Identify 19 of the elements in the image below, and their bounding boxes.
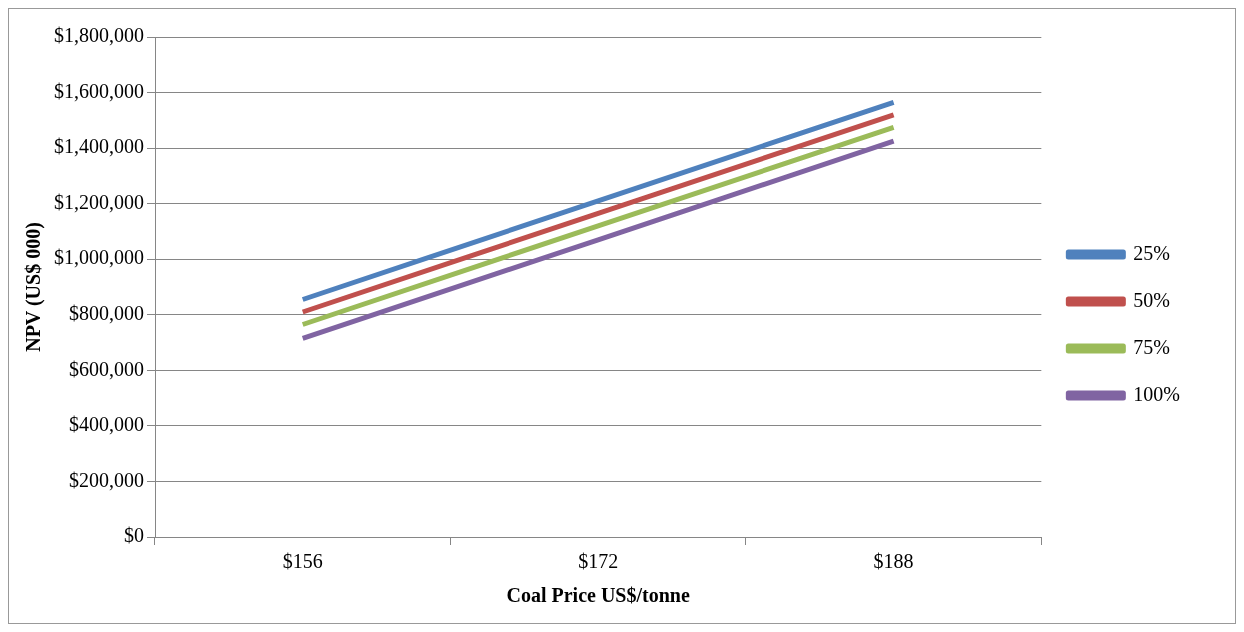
y-tick-label: $0 — [124, 524, 144, 547]
legend-label: 50% — [1133, 288, 1171, 311]
y-axis-title: NPV (US$ 000) — [22, 222, 46, 352]
legend-label: 25% — [1133, 241, 1171, 264]
x-tick-label: $188 — [873, 550, 914, 573]
legend-label: 100% — [1133, 382, 1181, 405]
y-tick-label: $1,400,000 — [54, 135, 144, 158]
y-tick-label: $1,800,000 — [54, 24, 144, 47]
y-tick-label: $1,000,000 — [54, 246, 144, 269]
y-tick-label: $200,000 — [69, 468, 144, 491]
legend-label: 75% — [1133, 335, 1171, 358]
x-axis-title: Coal Price US$/tonne — [506, 584, 690, 607]
y-tick-label: $1,200,000 — [54, 190, 144, 213]
y-tick-label: $1,600,000 — [54, 79, 144, 102]
x-tick-label: $156 — [282, 550, 323, 573]
y-tick-label: $600,000 — [69, 357, 144, 380]
y-tick-label: $800,000 — [69, 302, 144, 325]
x-tick-label: $172 — [578, 550, 619, 573]
y-tick-label: $400,000 — [69, 413, 144, 436]
